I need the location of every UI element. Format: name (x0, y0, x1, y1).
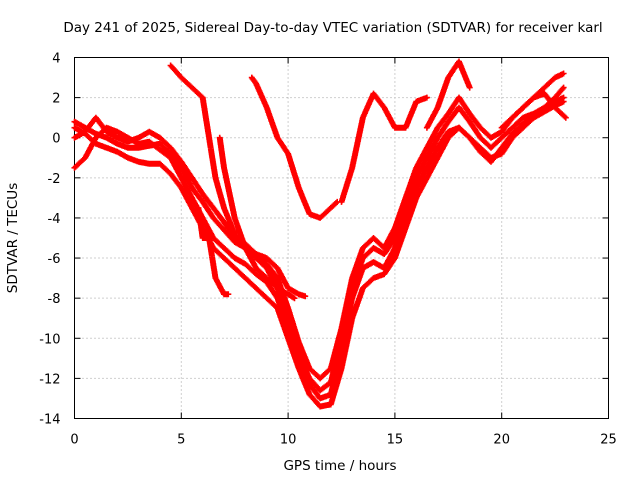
series-markers (167, 62, 309, 300)
x-tick-label: 15 (387, 433, 404, 448)
y-tick-label: 4 (52, 52, 60, 67)
x-tick-label: 25 (600, 433, 617, 448)
series-track-e (167, 62, 309, 300)
y-tick-label: -10 (39, 332, 60, 347)
y-tick-label: -4 (48, 212, 61, 227)
x-axis-label: GPS time / hours (283, 458, 396, 474)
y-tick-label: -8 (48, 292, 61, 307)
x-tick-label: 20 (493, 433, 510, 448)
x-tick-labels: 0 5 10 15 20 25 (70, 433, 616, 448)
x-tick-label: 10 (280, 433, 297, 448)
y-tick-label: -6 (48, 252, 61, 267)
series-track-k (498, 90, 569, 131)
series-track-d (71, 70, 567, 382)
axis-ticks (74, 57, 609, 419)
y-tick-label: -2 (48, 172, 61, 187)
plot-frame (74, 57, 609, 419)
series-markers (195, 204, 232, 298)
y-tick-label: 0 (52, 132, 60, 147)
series-markers (423, 58, 473, 131)
series-track-j (423, 58, 473, 131)
series-track-h (248, 74, 341, 221)
x-tick-label: 0 (70, 433, 78, 448)
series-markers (248, 74, 341, 221)
grid (74, 57, 609, 419)
chart-title: Day 241 of 2025, Sidereal Day-to-day VTE… (63, 20, 602, 36)
data-series (71, 58, 569, 410)
y-axis-label: SDTVAR / TECUs (5, 183, 21, 293)
series-track-i (338, 90, 430, 205)
x-tick-label: 5 (177, 433, 185, 448)
series-track-c (71, 84, 567, 394)
series-markers (71, 70, 567, 382)
series-markers (71, 84, 567, 394)
series-markers (338, 90, 430, 205)
y-tick-labels: 4 2 0 -2 -4 -6 -8 -10 -12 -14 (39, 52, 60, 428)
series-track-g (216, 134, 298, 302)
series-markers (498, 90, 569, 131)
y-tick-label: -14 (39, 413, 60, 428)
y-tick-label: -12 (39, 372, 60, 387)
series-track-f (195, 204, 232, 298)
y-tick-label: 2 (52, 92, 60, 107)
series-markers (216, 134, 298, 302)
